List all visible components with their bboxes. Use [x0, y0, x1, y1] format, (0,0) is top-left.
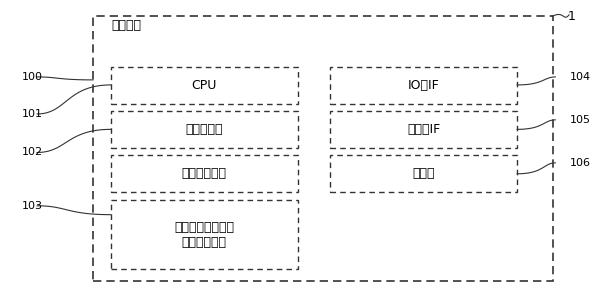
Text: 101: 101	[22, 109, 43, 119]
Bar	[111, 67, 298, 103]
Text: 104: 104	[570, 72, 591, 82]
Text: カメラ: カメラ	[413, 167, 435, 180]
Text: 105: 105	[570, 115, 591, 125]
Text: 106: 106	[570, 158, 591, 168]
Text: CPU: CPU	[192, 79, 217, 91]
Text: 1: 1	[567, 10, 575, 23]
Bar	[111, 155, 298, 193]
Text: 業者端末: 業者端末	[111, 19, 141, 33]
Bar	[111, 111, 298, 148]
Bar	[330, 111, 517, 148]
Bar	[330, 155, 517, 193]
Text: 100: 100	[22, 72, 43, 82]
Text: 103: 103	[22, 201, 43, 211]
Bar	[330, 67, 517, 103]
Bar	[93, 16, 553, 281]
Text: 補助記憶装置: 補助記憶装置	[182, 167, 227, 180]
Text: 通信／IF: 通信／IF	[407, 123, 440, 136]
Text: 102: 102	[22, 147, 43, 158]
Bar	[111, 200, 298, 269]
Text: 主記憶装置: 主記憶装置	[185, 123, 223, 136]
Text: タッチパネル付き
ディスプレイ: タッチパネル付き ディスプレイ	[175, 221, 234, 249]
Text: IO／IF: IO／IF	[408, 79, 440, 91]
